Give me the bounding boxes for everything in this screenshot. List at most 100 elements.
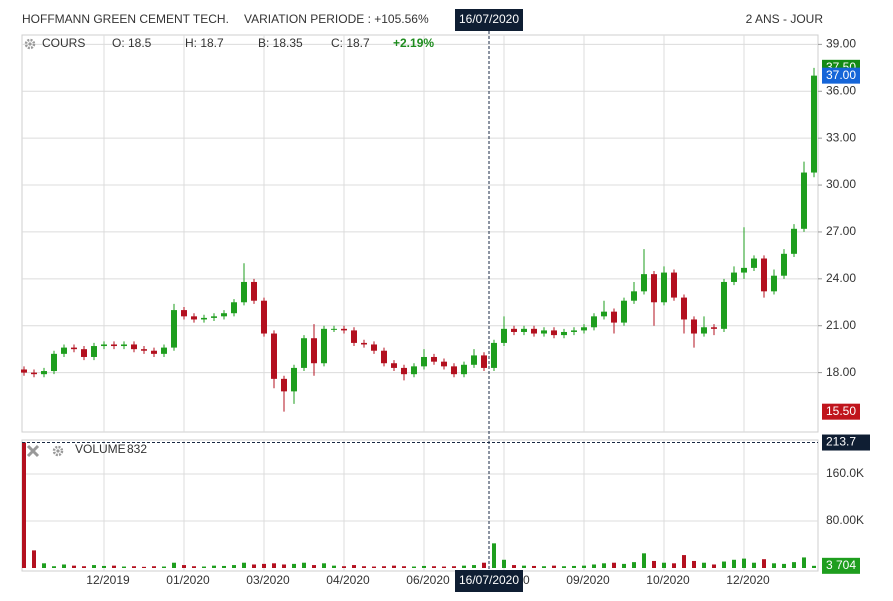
candle-body xyxy=(551,330,557,336)
volume-bar xyxy=(32,550,36,568)
candle-body xyxy=(301,338,307,368)
volume-bar xyxy=(102,565,106,568)
volume-bar xyxy=(562,566,566,568)
candle-body xyxy=(641,274,647,292)
candle-body xyxy=(341,328,347,331)
volume-bar xyxy=(592,564,596,568)
volume-bar xyxy=(242,562,246,568)
crosshair-date-tag xyxy=(455,9,523,31)
candle-body xyxy=(151,350,157,354)
volume-bar xyxy=(72,565,76,568)
volume-bar xyxy=(532,565,536,568)
x-tick-label: 06/2020 xyxy=(406,573,450,587)
candle-body xyxy=(371,344,377,351)
price-tag xyxy=(822,67,860,84)
gear-center xyxy=(56,449,60,453)
candle-body xyxy=(431,356,437,362)
candle-body xyxy=(351,330,357,343)
volume-settings-icon[interactable] xyxy=(52,445,64,457)
period-variation: VARIATION PERIODE : +105.56% xyxy=(244,12,429,26)
candle-body xyxy=(681,297,687,320)
volume-bar xyxy=(682,555,686,568)
candle-body xyxy=(571,330,577,332)
candle-body xyxy=(251,281,257,301)
volume-bar xyxy=(112,565,116,568)
candle-body xyxy=(41,371,47,375)
candle-body xyxy=(741,267,747,273)
candle-body xyxy=(731,272,737,282)
settings-icon[interactable] xyxy=(24,38,36,50)
volume-bar xyxy=(132,566,136,568)
candle-body xyxy=(361,342,367,345)
candle-body xyxy=(621,300,627,323)
candle-body xyxy=(101,344,107,347)
x-tick-label: 03/2020 xyxy=(246,573,290,587)
y-tick-label: 27.00 xyxy=(826,224,856,238)
candle-body xyxy=(391,363,397,368)
candle-body xyxy=(471,355,477,365)
volume-bar xyxy=(222,565,226,568)
y-tick-label: 39.00 xyxy=(826,37,856,51)
legend-change: +2.19% xyxy=(393,36,434,50)
candle-body xyxy=(111,344,117,347)
candle-body xyxy=(711,327,717,329)
volume-bar xyxy=(312,565,316,568)
candle-body xyxy=(291,367,297,392)
gear xyxy=(24,38,36,50)
volume-bar xyxy=(752,562,756,568)
candle-body xyxy=(771,275,777,292)
volume-bar xyxy=(62,564,66,568)
candle-body xyxy=(381,350,387,364)
candle-body xyxy=(761,258,767,292)
volume-bar xyxy=(772,563,776,568)
volume-bar xyxy=(422,565,426,568)
candle-body xyxy=(91,346,97,357)
candle-body xyxy=(521,328,527,332)
volume-tag xyxy=(822,557,860,574)
volume-bar xyxy=(782,563,786,568)
volume-bar xyxy=(542,566,546,568)
close-icon[interactable] xyxy=(26,444,40,458)
candle-body xyxy=(721,281,727,329)
crosshair-level-tag xyxy=(822,434,870,451)
candle-body xyxy=(501,328,507,343)
candle-body xyxy=(211,316,217,318)
volume-bar xyxy=(202,566,206,568)
legend-high: H: 18.7 xyxy=(185,36,224,50)
volume-bar xyxy=(652,560,656,568)
volume-bar xyxy=(792,562,796,568)
grid: 18.00 21.00 24.00 27.00 30.00 33.00 36.00 39.00… xyxy=(22,35,864,587)
candle-body xyxy=(31,372,37,375)
candle-body xyxy=(311,338,317,364)
candle-body xyxy=(221,313,227,317)
crosshair-date-tag xyxy=(455,570,523,592)
candle-body xyxy=(691,319,697,334)
volume-bar xyxy=(712,564,716,568)
candle-body xyxy=(231,302,237,314)
volume-bar xyxy=(192,566,196,568)
volume-bar xyxy=(512,565,516,568)
legend-low: B: 18.35 xyxy=(258,36,303,50)
volume-bar xyxy=(442,566,446,568)
candle-body xyxy=(671,272,677,298)
candle-body xyxy=(131,344,137,350)
volume-bar xyxy=(552,565,556,568)
x-tick-label: 12/2020 xyxy=(726,573,770,587)
y-tick-label: 36.00 xyxy=(826,83,856,97)
volume-bar xyxy=(572,565,576,568)
candle-body xyxy=(651,274,657,303)
candle-body xyxy=(271,333,277,379)
legend-close: C: 18.7 xyxy=(331,36,370,50)
volume-bar xyxy=(802,557,806,568)
volume-bar xyxy=(22,442,26,568)
candle-body xyxy=(241,281,247,303)
x-tick-label: 01/2020 xyxy=(166,573,210,587)
candle-body xyxy=(491,342,497,368)
candle-body xyxy=(121,344,127,347)
chart-title: HOFFMANN GREEN CEMENT TECH. xyxy=(22,12,229,26)
volume-bar xyxy=(282,564,286,568)
x-tick-label: 09/2020 xyxy=(566,573,610,587)
